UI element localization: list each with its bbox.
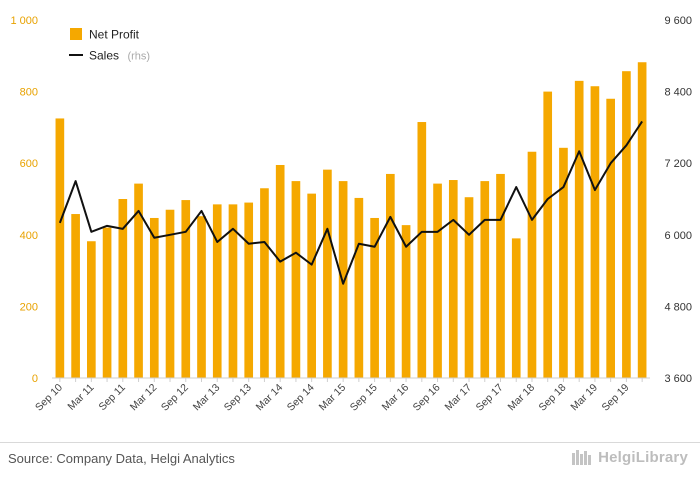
net-profit-bar: [401, 225, 411, 378]
net-profit-bar: [165, 209, 175, 378]
net-profit-bar: [590, 86, 600, 378]
net-profit-bar: [386, 173, 395, 378]
x-axis-tick-label: Mar 14: [254, 382, 286, 414]
x-axis-tick-label: Mar 15: [317, 382, 349, 414]
legend-label-net-profit: Net Profit: [89, 28, 140, 42]
x-axis-tick-label: Mar 19: [568, 382, 600, 414]
net-profit-bar: [307, 193, 316, 378]
net-profit-bar: [637, 62, 647, 379]
right-axis-tick-label: 8 400: [664, 87, 692, 99]
x-axis-tick-label: Sep 19: [599, 382, 631, 414]
net-profit-bar: [149, 217, 159, 378]
left-axis-tick-label: 600: [20, 158, 38, 170]
x-axis-tick-label: Sep 10: [33, 382, 65, 414]
brand-name: HelgiLibrary: [598, 448, 688, 466]
net-profit-bar: [134, 183, 143, 378]
net-profit-bar: [527, 151, 537, 378]
left-axis-tick-label: 400: [20, 230, 38, 242]
x-axis-tick-label: Sep 18: [537, 382, 569, 414]
net-profit-bar: [480, 181, 490, 378]
net-profit-bar: [118, 199, 128, 378]
x-axis-tick-label: Mar 12: [128, 382, 160, 414]
net-profit-bar: [543, 91, 553, 378]
left-axis-tick-label: 0: [32, 373, 38, 385]
x-axis-tick-label: Mar 18: [505, 382, 537, 414]
net-profit-bar: [464, 197, 474, 378]
legend: Net Profit Sales (rhs): [69, 28, 150, 64]
net-profit-bar: [559, 147, 568, 378]
left-axis-tick-label: 1 000: [10, 15, 38, 27]
net-profit-bar: [228, 204, 238, 378]
sales-line: [58, 120, 643, 285]
net-profit-bar: [260, 188, 269, 378]
chart: 0 200 400 600 800 1 000 3 600 4 800 6 000 7 200 8…: [10, 15, 692, 414]
x-axis-labels: Sep 10 Mar 11 Sep 11 Mar 12 Sep 12 Mar 13 Sep …: [33, 382, 632, 414]
x-axis-tick-label: Sep 11: [96, 382, 128, 414]
net-profit-bar: [323, 169, 332, 378]
right-axis-tick-label: 6 000: [664, 230, 692, 242]
legend-label-sales-name: Sales: [89, 49, 119, 63]
legend-label-sales: Sales (rhs): [89, 47, 150, 64]
net-profit-bar: [338, 181, 348, 378]
net-profit-bar: [417, 122, 427, 378]
x-axis-tick-label: Sep 15: [348, 382, 380, 414]
net-profit-bar: [212, 204, 222, 378]
x-axis-tick-label: Sep 13: [222, 382, 254, 414]
net-profit-bar: [511, 238, 521, 378]
left-axis: 0 200 400 600 800 1 000: [10, 15, 38, 385]
net-profit-bar: [370, 217, 379, 378]
net-profit-bar: [55, 118, 65, 378]
right-axis-tick-label: 7 200: [664, 158, 692, 170]
net-profit-bars: [55, 62, 647, 379]
brand-logo: HelgiLibrary: [571, 448, 688, 466]
x-axis-tick-label: Sep 12: [159, 382, 191, 414]
net-profit-bar: [291, 181, 301, 378]
net-profit-bar: [622, 71, 631, 378]
net-profit-bar: [275, 164, 285, 378]
net-profit-bar: [87, 241, 96, 378]
net-profit-bar: [244, 202, 254, 378]
footer-divider: [0, 442, 700, 443]
x-axis-tick-label: Mar 17: [443, 382, 475, 414]
net-profit-bar: [197, 216, 206, 378]
net-profit-bar: [102, 227, 112, 378]
net-profit-bar: [606, 98, 615, 378]
left-axis-tick-label: 200: [20, 301, 38, 313]
x-axis-tick-label: Sep 14: [285, 382, 317, 414]
legend-label-sales-note: (rhs): [127, 51, 150, 63]
x-axis-tick-label: Sep 16: [411, 382, 443, 414]
x-axis-tick-label: Mar 11: [65, 382, 96, 413]
library-logo-icon: [572, 450, 592, 465]
x-axis-tick-label: Mar 13: [191, 382, 223, 414]
net-profit-bar: [181, 200, 191, 378]
source-note: Source: Company Data, Helgi Analytics: [8, 451, 235, 466]
net-profit-bar: [574, 80, 584, 379]
right-axis: 3 600 4 800 6 000 7 200 8 400 9 600: [664, 15, 692, 385]
right-axis-tick-label: 3 600: [664, 373, 692, 385]
net-profit-bar: [448, 180, 458, 378]
right-axis-tick-label: 4 800: [664, 301, 692, 313]
net-profit-bar: [433, 183, 442, 378]
left-axis-tick-label: 800: [20, 87, 38, 99]
net-profit-bar: [496, 173, 505, 378]
x-axis-tick-label: Mar 16: [380, 382, 412, 414]
x-axis-tick-label: Sep 17: [474, 382, 506, 414]
net-profit-bar: [354, 197, 364, 378]
x-axis-ticks: [59, 378, 643, 382]
net-profit-bar: [71, 214, 80, 378]
legend-swatch-net-profit: [70, 28, 82, 40]
right-axis-tick-label: 9 600: [664, 15, 692, 27]
